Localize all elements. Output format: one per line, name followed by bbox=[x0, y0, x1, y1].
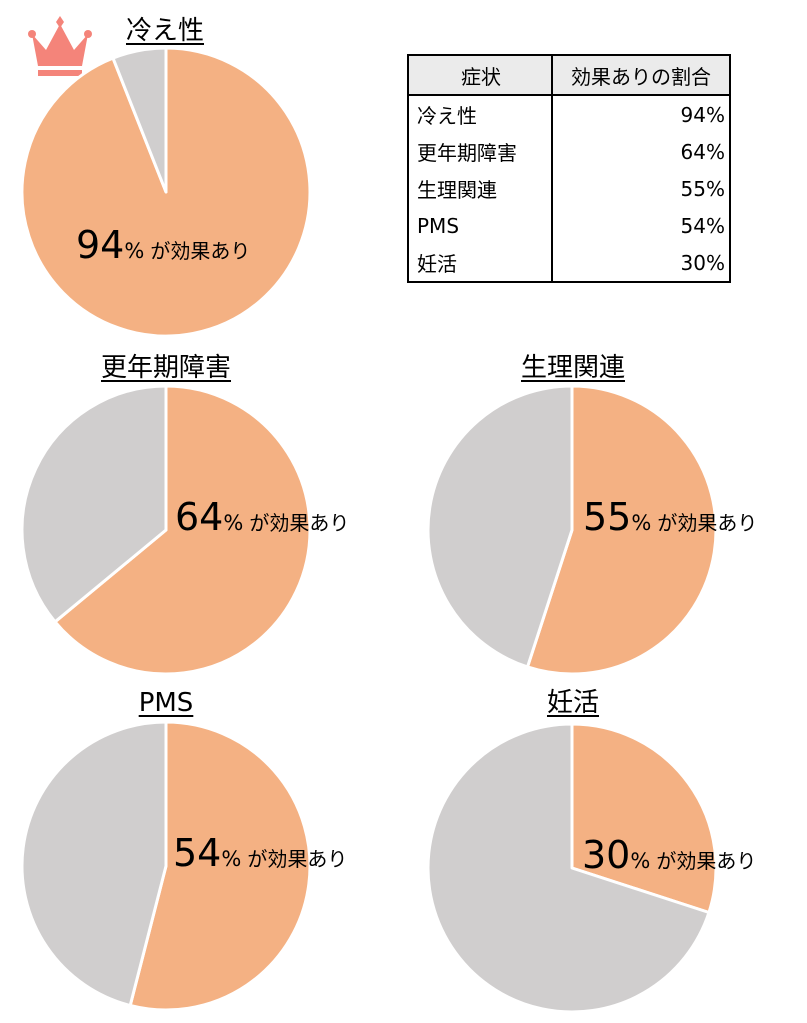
pie-label-unit: % bbox=[631, 511, 652, 535]
summary-table: 症状 効果ありの割合 冷え性 94% 更年期障害 64% 生理関連 55% PM… bbox=[407, 54, 731, 283]
pie-label-number: 55 bbox=[583, 495, 632, 539]
pie-label-suffix: が効果あり bbox=[150, 239, 251, 263]
chart-title-ninkatsu: 妊活 bbox=[546, 688, 600, 718]
table-header-rate: 効果ありの割合 bbox=[551, 55, 730, 96]
pie-slice-other bbox=[20, 384, 168, 624]
table-header-symptom: 症状 bbox=[408, 55, 552, 96]
pie-slice-other bbox=[426, 384, 574, 669]
pie-slice-other bbox=[426, 722, 711, 1014]
pie-slice-effective bbox=[570, 722, 718, 914]
table-cell-symptom: 生理関連 bbox=[417, 178, 497, 202]
pie-label-pms: 54% が効果あり bbox=[173, 834, 347, 872]
pie-label-unit: % bbox=[223, 511, 244, 535]
pie-label-suffix: が効果あり bbox=[247, 847, 348, 871]
table-row: 冷え性 94% bbox=[408, 95, 730, 133]
pie-label-unit: % bbox=[630, 849, 651, 873]
pie-label-number: 30 bbox=[582, 833, 631, 877]
table-row: 妊活 30% bbox=[408, 244, 730, 282]
table-header-row: 症状 効果ありの割合 bbox=[408, 55, 730, 96]
chart-title-menstrual: 生理関連 bbox=[520, 353, 626, 383]
pie-label-hiesho: 94% が効果あり bbox=[76, 226, 250, 264]
pie-label-unit: % bbox=[221, 847, 242, 871]
pie-slice-other bbox=[20, 720, 168, 1007]
chart-title-hiesho: 冷え性 bbox=[125, 16, 205, 46]
pie-label-suffix: が効果あり bbox=[249, 511, 350, 535]
table-cell-rate: 64% bbox=[551, 133, 730, 170]
table-cell-symptom: 妊活 bbox=[417, 252, 457, 276]
pie-slice-effective bbox=[526, 384, 718, 676]
pie-slice-effective bbox=[128, 720, 312, 1012]
table-cell-symptom: PMS bbox=[417, 213, 460, 238]
pie-label-number: 64 bbox=[175, 495, 224, 539]
table-cell-rate: 30% bbox=[551, 244, 730, 282]
pie-label-number: 54 bbox=[173, 831, 222, 875]
pie-label-ninkatsu: 30% が効果あり bbox=[582, 836, 756, 874]
chart-title-pms: PMS bbox=[138, 688, 194, 718]
table-cell-symptom: 冷え性 bbox=[417, 104, 477, 128]
pie-label-suffix: が効果あり bbox=[656, 849, 757, 873]
table-cell-rate: 94% bbox=[551, 95, 730, 133]
pie-label-suffix: が効果あり bbox=[657, 511, 758, 535]
pie-label-unit: % bbox=[124, 239, 145, 263]
table-row: PMS 54% bbox=[408, 207, 730, 244]
table-cell-rate: 54% bbox=[551, 207, 730, 244]
pie-label-menopause: 64% が効果あり bbox=[175, 498, 349, 536]
crown-icon bbox=[28, 16, 92, 76]
pie-label-number: 94 bbox=[76, 223, 125, 267]
table-cell-symptom: 更年期障害 bbox=[417, 141, 517, 165]
chart-title-menopause: 更年期障害 bbox=[100, 353, 232, 383]
table-cell-rate: 55% bbox=[551, 170, 730, 207]
pie-label-menstrual: 55% が効果あり bbox=[583, 498, 757, 536]
table-row: 生理関連 55% bbox=[408, 170, 730, 207]
pie-slice-effective bbox=[53, 384, 312, 676]
table-row: 更年期障害 64% bbox=[408, 133, 730, 170]
pie-slice-other bbox=[111, 46, 168, 194]
